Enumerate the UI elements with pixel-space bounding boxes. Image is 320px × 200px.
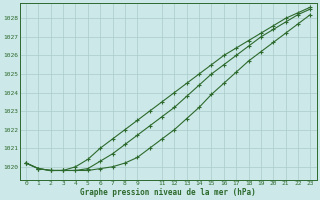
X-axis label: Graphe pression niveau de la mer (hPa): Graphe pression niveau de la mer (hPa) <box>80 188 256 197</box>
